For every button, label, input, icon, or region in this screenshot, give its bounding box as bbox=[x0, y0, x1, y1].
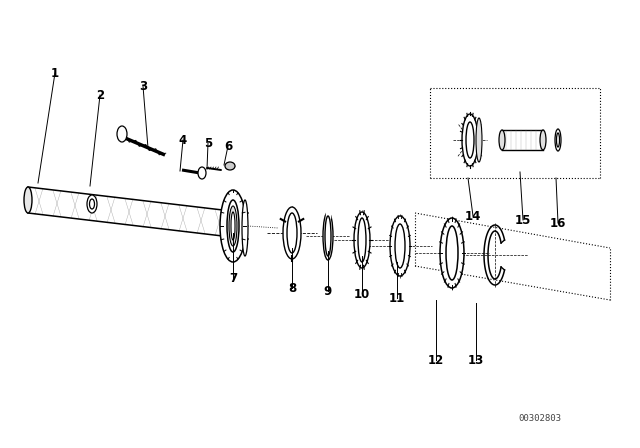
Ellipse shape bbox=[395, 224, 405, 268]
Ellipse shape bbox=[198, 167, 206, 179]
Text: 2: 2 bbox=[96, 89, 104, 102]
Ellipse shape bbox=[229, 206, 237, 246]
Ellipse shape bbox=[90, 199, 95, 209]
Ellipse shape bbox=[446, 226, 458, 280]
Text: 5: 5 bbox=[204, 137, 212, 150]
Ellipse shape bbox=[390, 216, 410, 276]
Ellipse shape bbox=[242, 200, 248, 256]
Ellipse shape bbox=[220, 190, 246, 262]
Ellipse shape bbox=[354, 212, 370, 268]
Ellipse shape bbox=[476, 118, 482, 162]
Text: 9: 9 bbox=[324, 284, 332, 297]
Text: 3: 3 bbox=[139, 79, 147, 92]
Text: 16: 16 bbox=[550, 216, 566, 229]
Ellipse shape bbox=[231, 212, 235, 240]
Text: 00302803: 00302803 bbox=[518, 414, 561, 422]
Text: 7: 7 bbox=[229, 271, 237, 284]
Ellipse shape bbox=[225, 162, 235, 170]
Ellipse shape bbox=[555, 129, 561, 151]
Ellipse shape bbox=[323, 212, 333, 260]
Text: 8: 8 bbox=[288, 281, 296, 294]
Text: 15: 15 bbox=[515, 214, 531, 227]
Ellipse shape bbox=[557, 133, 559, 147]
Ellipse shape bbox=[117, 126, 127, 142]
Ellipse shape bbox=[287, 213, 297, 253]
Text: 4: 4 bbox=[179, 134, 187, 146]
Ellipse shape bbox=[466, 122, 474, 158]
Ellipse shape bbox=[283, 207, 301, 259]
Ellipse shape bbox=[440, 218, 464, 288]
Text: 6: 6 bbox=[224, 139, 232, 152]
Ellipse shape bbox=[325, 216, 331, 256]
Text: 14: 14 bbox=[465, 210, 481, 223]
Text: 11: 11 bbox=[389, 292, 405, 305]
Ellipse shape bbox=[24, 187, 32, 213]
Ellipse shape bbox=[358, 218, 366, 262]
Ellipse shape bbox=[227, 200, 239, 252]
Ellipse shape bbox=[87, 195, 97, 213]
Ellipse shape bbox=[499, 130, 505, 150]
Text: 12: 12 bbox=[428, 353, 444, 366]
Text: 13: 13 bbox=[468, 353, 484, 366]
Ellipse shape bbox=[462, 114, 478, 166]
Ellipse shape bbox=[540, 130, 546, 150]
Text: 10: 10 bbox=[354, 288, 370, 301]
Text: 1: 1 bbox=[51, 66, 59, 79]
